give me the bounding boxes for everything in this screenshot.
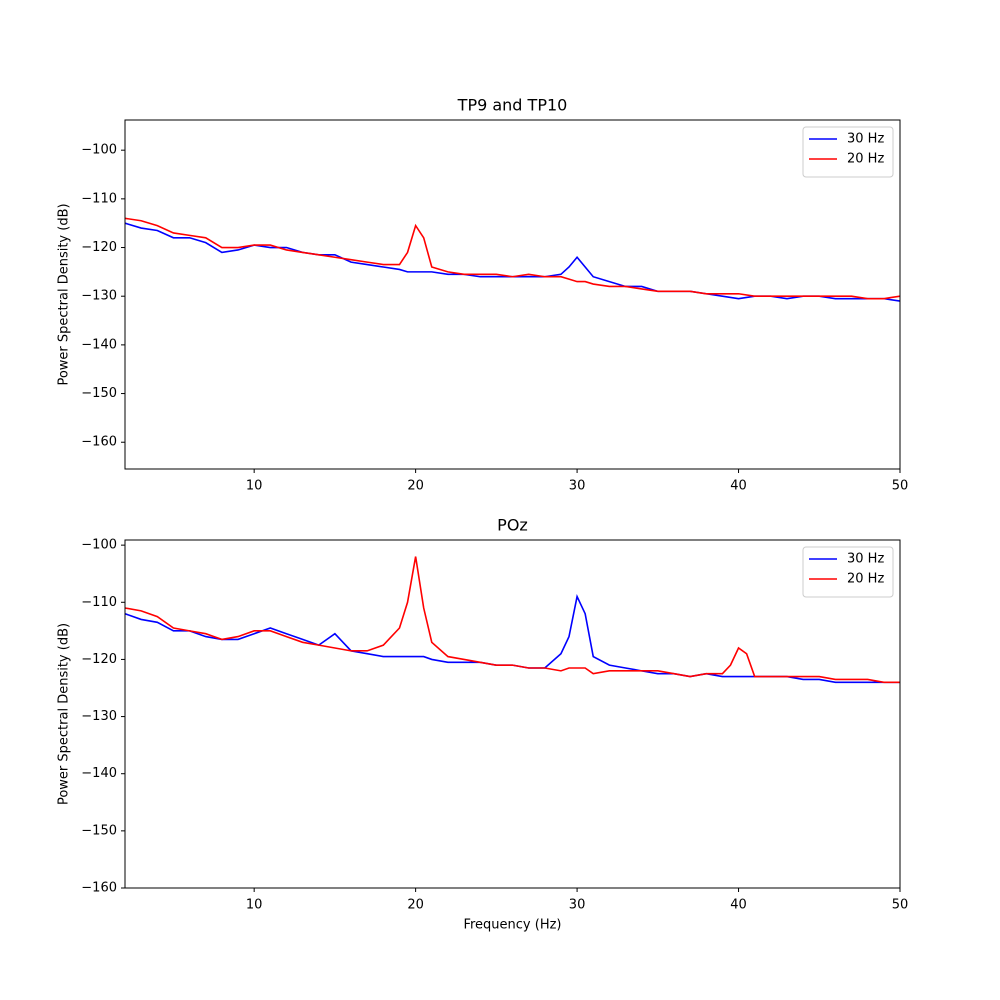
chart-title: POz (497, 516, 528, 535)
y-tick-label: −100 (81, 143, 117, 158)
data-line (124, 217, 901, 300)
y-tick-label: −130 (81, 709, 117, 724)
y-tick-label: −120 (81, 652, 117, 667)
x-tick-label: 20 (407, 898, 424, 913)
x-tick-label: 20 (407, 479, 424, 494)
x-tick-label: 30 (569, 479, 586, 494)
legend-label: 20 Hz (847, 152, 884, 167)
data-line (124, 556, 900, 684)
y-tick-label: −140 (81, 766, 117, 781)
y-axis-label: Power Spectral Density (dB) (57, 203, 72, 385)
y-tick-label: −110 (81, 191, 117, 206)
x-axis-label: Frequency (Hz) (463, 918, 561, 933)
plot-area (125, 120, 900, 469)
y-tick-label: −130 (81, 289, 117, 304)
x-tick-label: 50 (892, 898, 909, 913)
x-tick-label: 10 (246, 898, 263, 913)
legend: 30 Hz 20 Hz (802, 126, 894, 178)
axes: 10 20 30 40 50 −160 −150 −140 −130 −120 −110 −100 PO… (57, 516, 909, 933)
y-tick-label: −110 (81, 595, 117, 610)
y-tick-label: −160 (81, 881, 117, 896)
legend-label: 20 Hz (847, 572, 884, 587)
x-tick-label: 10 (246, 479, 263, 494)
x-tick-label: 40 (730, 479, 747, 494)
y-tick-label: −140 (81, 337, 117, 352)
y-tick-label: −150 (81, 823, 117, 838)
y-tick-label: −100 (81, 538, 117, 553)
y-tick-label: −120 (81, 240, 117, 255)
plot-frame (124, 119, 901, 470)
plot-frame (124, 539, 901, 889)
x-tick-label: 40 (730, 898, 747, 913)
x-tick-label: 30 (569, 898, 586, 913)
legend-label: 30 Hz (847, 552, 884, 567)
legend-label: 30 Hz (847, 132, 884, 147)
y-tick-label: −150 (81, 386, 117, 401)
y-axis-label: Power Spectral Density (dB) (57, 623, 72, 805)
x-tick-label: 50 (892, 479, 909, 494)
chart-title: TP9 and TP10 (457, 96, 568, 115)
plot-area (125, 540, 900, 888)
axes: 10 20 30 40 50 −160 −150 −140 −130 −120 −110 −100 TP… (57, 96, 909, 494)
y-tick-label: −160 (81, 435, 117, 450)
legend: 30 Hz 20 Hz (802, 546, 894, 598)
